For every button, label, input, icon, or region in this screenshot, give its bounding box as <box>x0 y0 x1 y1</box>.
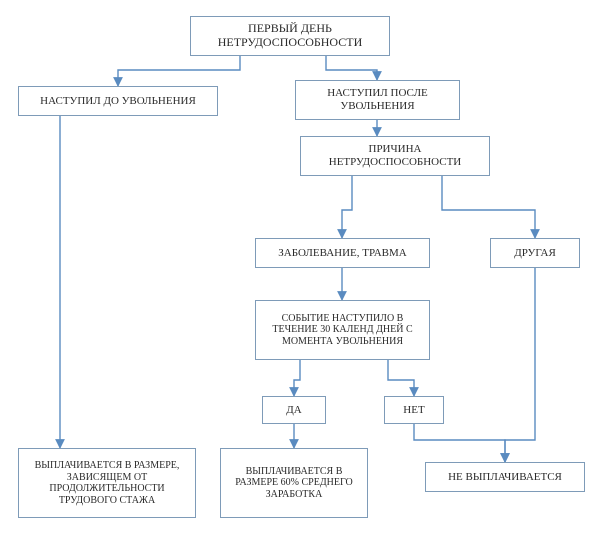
flowchart-node-before: НАСТУПИЛ ДО УВОЛЬНЕНИЯ <box>18 86 218 116</box>
flowchart-node-after: НАСТУПИЛ ПОСЛЕ УВОЛЬНЕНИЯ <box>295 80 460 120</box>
edge-other-to-not_paid <box>505 268 535 462</box>
flowchart-node-other: ДРУГАЯ <box>490 238 580 268</box>
edge-cause-to-illness <box>342 176 352 238</box>
edge-no-to-not_paid <box>414 424 505 462</box>
edge-within30-to-yes <box>294 360 300 396</box>
edge-root-to-after <box>326 56 377 80</box>
flowchart-node-yes: ДА <box>262 396 326 424</box>
edge-within30-to-no <box>388 360 414 396</box>
flowchart-canvas: ПЕРВЫЙ ДЕНЬ НЕТРУДОСПОСОБНОСТИ НАСТУПИЛ Д… <box>0 0 600 550</box>
flowchart-node-within30: СОБЫТИЕ НАСТУПИЛО В ТЕЧЕНИЕ 30 КАЛЕНД ДН… <box>255 300 430 360</box>
flowchart-node-no: НЕТ <box>384 396 444 424</box>
edge-cause-to-other <box>442 176 535 238</box>
flowchart-node-illness: ЗАБОЛЕВАНИЕ, ТРАВМА <box>255 238 430 268</box>
edge-root-to-before <box>118 56 240 86</box>
flowchart-node-cause: ПРИЧИНА НЕТРУДОСПОСОБНОСТИ <box>300 136 490 176</box>
flowchart-node-root: ПЕРВЫЙ ДЕНЬ НЕТРУДОСПОСОБНОСТИ <box>190 16 390 56</box>
flowchart-node-not_paid: НЕ ВЫПЛАЧИВАЕТСЯ <box>425 462 585 492</box>
flowchart-node-paid_60: ВЫПЛАЧИВАЕТСЯ В РАЗМЕРЕ 60% СРЕДНЕГО ЗАР… <box>220 448 368 518</box>
flowchart-node-paid_tenure: ВЫПЛАЧИВАЕТСЯ В РАЗМЕРЕ, ЗАВИСЯЩЕМ ОТ ПР… <box>18 448 196 518</box>
